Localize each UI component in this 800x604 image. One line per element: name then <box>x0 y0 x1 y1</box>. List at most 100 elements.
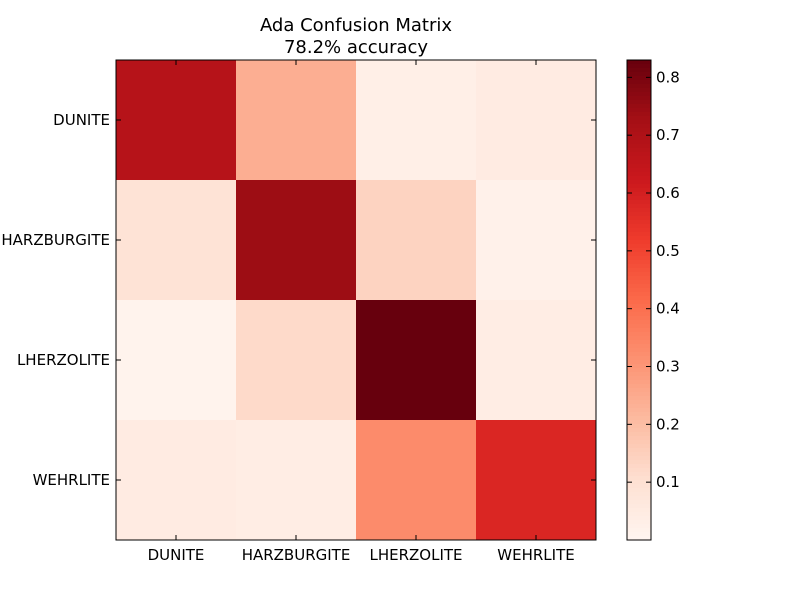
colorbar-tick-label: 0.8 <box>656 68 680 86</box>
chart-title: Ada Confusion Matrix <box>260 15 452 36</box>
colorbar-segment <box>627 464 651 469</box>
plot-frame <box>115 59 597 541</box>
colorbar-segment <box>627 120 651 125</box>
colorbar-segment <box>627 216 651 221</box>
colorbar-segment <box>627 296 651 301</box>
heatmap-cell-3-1 <box>116 300 236 420</box>
colorbar-segment <box>627 288 651 293</box>
colorbar-tick-label: 0.4 <box>656 300 680 318</box>
colorbar-segment <box>627 228 651 233</box>
y-tick-label: HARZBURGITE <box>1 231 110 249</box>
colorbar-segment <box>627 264 651 269</box>
colorbar-segment <box>627 96 651 101</box>
colorbar-tick-label: 0.6 <box>656 184 680 202</box>
colorbar-segment <box>627 212 651 217</box>
colorbar-segment <box>627 392 651 397</box>
heatmap-cell-4-3 <box>356 420 476 540</box>
heatmap-cell-3-3 <box>356 300 476 420</box>
colorbar-segment <box>627 232 651 237</box>
colorbar-segment <box>627 520 651 525</box>
colorbar-segment <box>627 176 651 181</box>
colorbar-segment <box>627 324 651 329</box>
colorbar-segment <box>627 220 651 225</box>
colorbar-segment <box>627 144 651 149</box>
colorbar-segment <box>627 492 651 497</box>
colorbar-segment <box>627 192 651 197</box>
colorbar-segment <box>627 344 651 349</box>
colorbar-segment <box>627 352 651 357</box>
colorbar-segment <box>627 432 651 437</box>
colorbar-segment <box>627 224 651 229</box>
colorbar-segment <box>627 512 651 517</box>
heatmap-axes: DUNITE HARZBURGITE LHERZOLITE WEHRLITE DUNIT… <box>1 59 597 564</box>
colorbar-segment <box>627 328 651 333</box>
colorbar-segment <box>627 536 651 541</box>
heatmap-cell-1-2 <box>236 60 356 180</box>
colorbar-segment <box>627 68 651 73</box>
colorbar-tick-label: 0.1 <box>656 473 680 491</box>
heatmap-cell-2-1 <box>116 180 236 300</box>
heatmap-cells <box>116 60 596 540</box>
y-tick-label: DUNITE <box>53 111 110 129</box>
colorbar-segment <box>627 500 651 505</box>
colorbar-segment <box>627 240 651 245</box>
colorbar-segment <box>627 524 651 529</box>
colorbar-segment <box>627 76 651 81</box>
colorbar-segment <box>627 164 651 169</box>
colorbar-segment <box>627 408 651 413</box>
colorbar-segment <box>627 72 651 77</box>
colorbar-segment <box>627 84 651 89</box>
colorbar-segment <box>627 136 651 141</box>
colorbar-segment <box>627 320 651 325</box>
colorbar-segment <box>627 292 651 297</box>
colorbar-segment <box>627 304 651 309</box>
colorbar-segment <box>627 104 651 109</box>
colorbar-segment <box>627 260 651 265</box>
colorbar-segment <box>627 236 651 241</box>
colorbar-segment <box>627 420 651 425</box>
colorbar-segment <box>627 124 651 129</box>
colorbar-segment <box>627 368 651 373</box>
colorbar-segment <box>627 336 651 341</box>
colorbar-segment <box>627 308 651 313</box>
colorbar-segment <box>627 504 651 509</box>
colorbar-tick-label: 0.3 <box>656 358 680 376</box>
x-tick-label: HARZBURGITE <box>242 546 351 564</box>
colorbar-segment <box>627 112 651 117</box>
colorbar-segment <box>627 188 651 193</box>
heatmap-cell-1-4 <box>476 60 596 180</box>
heatmap-cell-1-1 <box>116 60 236 180</box>
colorbar-segment <box>627 316 651 321</box>
colorbar-tick-label: 0.2 <box>656 415 680 433</box>
colorbar-segment <box>627 508 651 513</box>
colorbar-segment <box>627 364 651 369</box>
colorbar-segment <box>627 416 651 421</box>
colorbar-segment <box>627 488 651 493</box>
colorbar-segment <box>627 152 651 157</box>
y-tick-label: LHERZOLITE <box>17 351 110 369</box>
colorbar: 0.1 0.2 0.3 0.4 0.5 0.6 0.7 0.8 <box>626 59 680 541</box>
colorbar-segment <box>627 332 651 337</box>
x-tick-label: LHERZOLITE <box>369 546 462 564</box>
colorbar-segment <box>627 100 651 105</box>
colorbar-segment <box>627 172 651 177</box>
colorbar-segment <box>627 528 651 533</box>
colorbar-segment <box>627 80 651 85</box>
colorbar-segment <box>627 200 651 205</box>
colorbar-tick-label: 0.5 <box>656 242 680 260</box>
colorbar-segment <box>627 348 651 353</box>
colorbar-tick-label: 0.7 <box>656 126 680 144</box>
colorbar-segment <box>627 88 651 93</box>
colorbar-segment <box>627 272 651 277</box>
heatmap-cell-4-2 <box>236 420 356 540</box>
colorbar-segment <box>627 60 651 65</box>
colorbar-segment <box>627 376 651 381</box>
heatmap-cell-4-4 <box>476 420 596 540</box>
colorbar-segment <box>627 380 651 385</box>
colorbar-segment <box>627 372 651 377</box>
colorbar-segment <box>627 476 651 481</box>
colorbar-segment <box>627 140 651 145</box>
colorbar-segment <box>627 460 651 465</box>
colorbar-segment <box>627 208 651 213</box>
